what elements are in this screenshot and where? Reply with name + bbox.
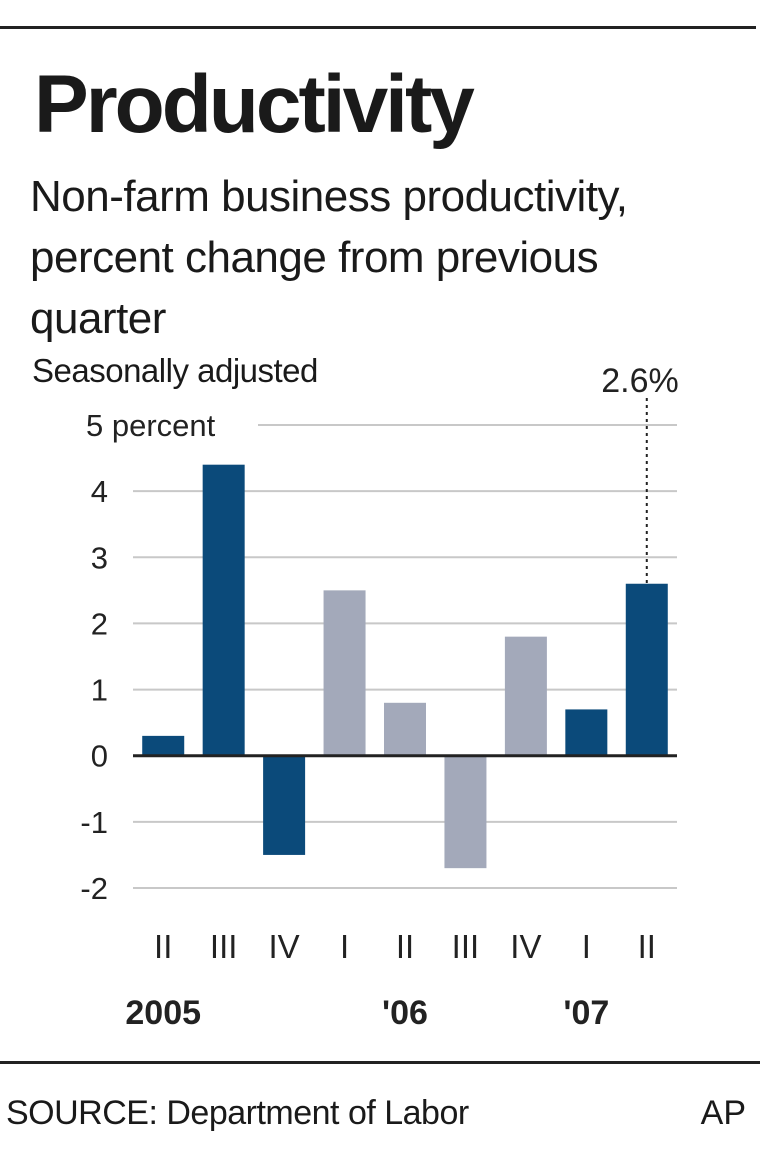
y-tick-label: 2	[91, 606, 108, 641]
year-label: '06	[382, 994, 428, 1032]
bar	[142, 735, 185, 756]
x-tick-label: IV	[269, 928, 300, 965]
x-tick-label: III	[210, 928, 238, 965]
bar	[444, 755, 487, 869]
bar	[625, 583, 668, 756]
credit-label: AP	[700, 1094, 746, 1132]
y-tick-label: 3	[91, 540, 108, 575]
bar	[263, 755, 306, 855]
x-tick-label: I	[582, 928, 591, 965]
y-tick-label: 1	[91, 673, 108, 708]
y-tick-label: 4	[91, 474, 108, 509]
x-tick-label: IV	[510, 928, 541, 965]
top-rule	[0, 26, 756, 29]
x-tick-label: II	[638, 928, 656, 965]
bar	[565, 709, 608, 756]
chart-subtitle: Non-farm business productivity, percent …	[30, 172, 628, 343]
bar	[202, 464, 245, 756]
x-tick-label: III	[452, 928, 480, 965]
x-tick-label: I	[340, 928, 349, 965]
chart-title: Productivity	[34, 59, 475, 150]
source-note: SOURCE: Department of Labor	[6, 1094, 469, 1132]
y-tick-label: -2	[80, 871, 108, 906]
bar	[504, 636, 547, 756]
bar	[323, 590, 366, 756]
year-label: '07	[563, 994, 609, 1032]
annotation-label: 2.6%	[601, 362, 679, 400]
year-label: 2005	[125, 994, 201, 1032]
bar	[384, 702, 426, 756]
x-tick-label: II	[154, 928, 172, 965]
y-tick-label: -1	[80, 805, 108, 840]
y-tick-label: 5 percent	[86, 408, 216, 443]
x-tick-label: II	[396, 928, 414, 965]
seasonal-note: Seasonally adjusted	[32, 352, 318, 389]
bottom-rule	[0, 1061, 760, 1064]
y-tick-label: 0	[91, 739, 108, 774]
